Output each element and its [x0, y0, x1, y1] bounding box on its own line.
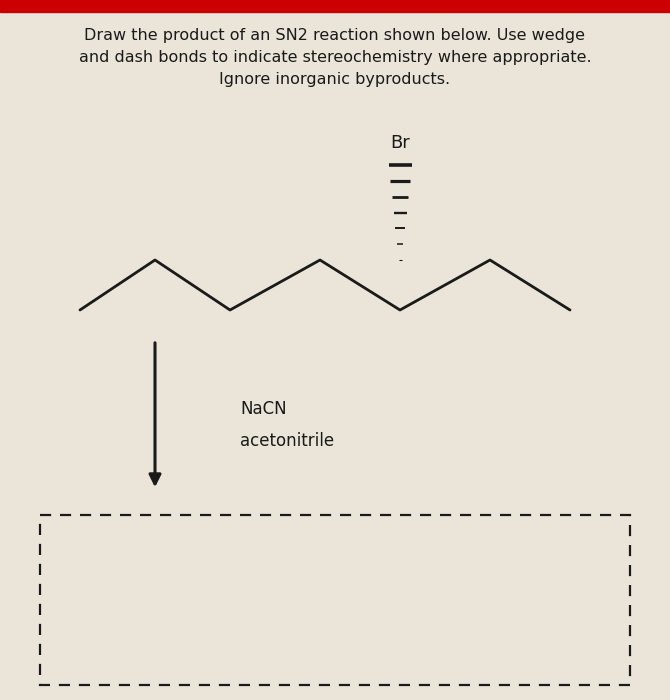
Text: acetonitrile: acetonitrile [240, 432, 334, 450]
Text: Ignore inorganic byproducts.: Ignore inorganic byproducts. [220, 72, 450, 87]
Bar [0, 0, 670, 12]
Text: Br: Br [390, 134, 410, 152]
Text: Draw the product of an SN2 reaction shown below. Use wedge: Draw the product of an SN2 reaction show… [84, 28, 586, 43]
Text: NaCN: NaCN [240, 400, 287, 418]
Text: and dash bonds to indicate stereochemistry where appropriate.: and dash bonds to indicate stereochemist… [78, 50, 592, 65]
Bar [40, 515, 630, 685]
